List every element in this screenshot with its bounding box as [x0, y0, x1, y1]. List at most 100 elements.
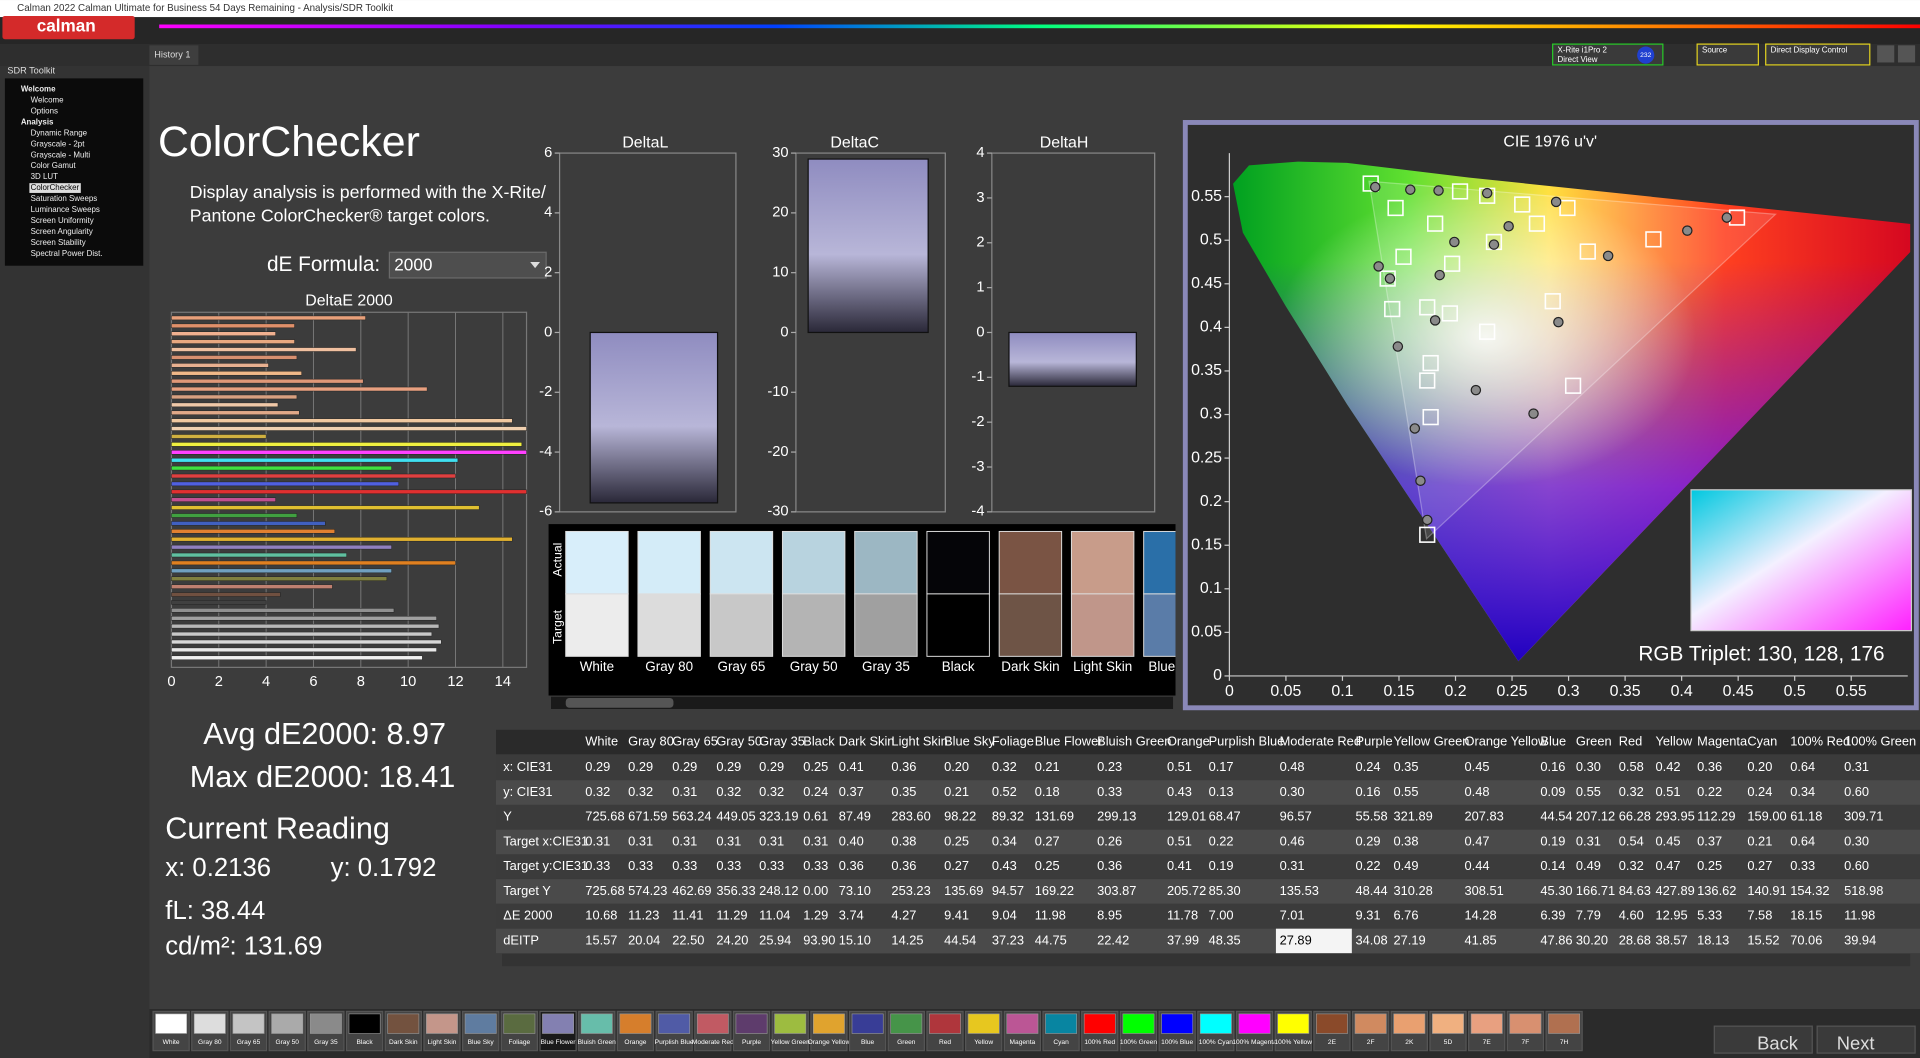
strip-swatch [1006, 1013, 1039, 1034]
table-cell: 11.29 [716, 908, 747, 923]
layout-button[interactable] [1897, 45, 1916, 63]
table-cell: 0.55 [1576, 784, 1601, 799]
table-cell: 0.38 [1393, 833, 1418, 848]
back-button[interactable] [1713, 1025, 1813, 1054]
table-cell: 0.32 [992, 759, 1017, 774]
bar [171, 536, 513, 542]
strip-label: Orange Yellow [808, 1039, 851, 1046]
tree-item[interactable]: Grayscale - 2pt [31, 139, 86, 148]
bar [171, 418, 513, 423]
tree-item[interactable]: Saturation Sweeps [31, 194, 98, 203]
bar [171, 434, 267, 439]
table-cell: 0.51 [1656, 784, 1681, 799]
table-cell: 0.43 [992, 858, 1017, 873]
tree-item[interactable]: Screen Stability [31, 238, 86, 247]
tree-item[interactable]: Spectral Power Dist. [31, 249, 103, 258]
tree-item[interactable]: Luminance Sweeps [31, 205, 100, 214]
table-cell: 7.58 [1747, 908, 1772, 923]
column-header: Red [1619, 733, 1643, 748]
table-scrollbar[interactable] [502, 953, 1911, 967]
window-title: Calman 2022 Calman Ultimate for Business… [17, 3, 393, 14]
formula-label: dE Formula: [267, 253, 380, 276]
next-button[interactable] [1816, 1025, 1916, 1054]
table-cell: 93.90 [803, 932, 835, 947]
table-cell: 0.21 [1747, 833, 1772, 848]
table-cell: 0.36 [1697, 759, 1722, 774]
tree-item[interactable]: Screen Uniformity [31, 216, 94, 225]
x-tick-label: 0.2 [1444, 683, 1466, 700]
table-row [495, 928, 1920, 954]
settings-button[interactable] [1877, 45, 1895, 63]
max-de: Max dE2000: 18.41 [190, 760, 455, 794]
x-tick-label: 0.45 [1723, 683, 1754, 700]
reading-fl: fL: 38.44 [165, 897, 265, 925]
table-cell: 30.20 [1576, 932, 1608, 947]
strip-swatch [542, 1013, 574, 1034]
table-row [495, 879, 1920, 904]
column-header: Blue [1540, 733, 1566, 748]
strip-label: 7F [1522, 1039, 1530, 1046]
strip-label: Light Skin [427, 1039, 456, 1046]
strip-swatch [503, 1013, 536, 1034]
table-cell: 4.60 [1619, 908, 1644, 923]
meter-box[interactable] [1552, 43, 1664, 66]
strip-swatch [1122, 1013, 1155, 1034]
swatch-scrollbar[interactable] [551, 696, 1174, 709]
swatch-label: Black [942, 659, 975, 674]
table-cell: 96.57 [1280, 809, 1312, 824]
table-cell: 37.99 [1167, 932, 1199, 947]
measured-point [1550, 196, 1562, 208]
swatch-label: Gray 80 [645, 659, 693, 674]
source-box[interactable] [1696, 43, 1759, 66]
swatch-label: Gray 65 [717, 659, 765, 674]
column-header: Magenta [1697, 733, 1748, 748]
menu-bar [0, 17, 1920, 45]
actual-swatch [637, 530, 701, 595]
bar [171, 339, 295, 344]
current-reading: Current Reading [165, 811, 390, 845]
y-tick-label: 0.4 [1200, 319, 1222, 336]
table-cell: 3.74 [839, 908, 864, 923]
measured-point [1503, 221, 1514, 232]
table-cell: 0.31 [716, 833, 741, 848]
table-cell: 47.86 [1540, 932, 1572, 947]
y-tick-label: 4 [544, 205, 552, 221]
strip-label: Gray 50 [275, 1039, 299, 1046]
y-tick-label: 30 [772, 145, 788, 161]
tree-item[interactable]: 3D LUT [31, 172, 58, 181]
tree-item[interactable]: ColorChecker [31, 183, 80, 192]
target-swatch [637, 593, 701, 657]
tree-item[interactable]: Dynamic Range [31, 128, 88, 137]
measured-point [1421, 514, 1433, 526]
scroll-thumb[interactable] [565, 697, 674, 708]
reading-x: x: 0.2136 [165, 854, 271, 882]
strip-swatch [774, 1013, 807, 1034]
tree-item[interactable]: Screen Angularity [31, 227, 93, 236]
row-label: ΔE 2000 [503, 908, 552, 923]
formula-dropdown[interactable] [388, 251, 547, 279]
table-cell: 28.68 [1619, 932, 1651, 947]
tree-item[interactable]: Analysis [21, 117, 54, 126]
table-cell: 11.23 [628, 908, 659, 923]
bar [171, 616, 437, 621]
table-cell: 0.33 [1097, 784, 1122, 799]
target-point [1443, 255, 1461, 272]
target-point [1514, 196, 1531, 213]
table-cell: 205.72 [1167, 883, 1206, 898]
display-box[interactable] [1765, 43, 1871, 66]
y-tick-label: -10 [767, 384, 788, 400]
tree-item[interactable]: Color Gamut [31, 161, 77, 170]
tree-item[interactable]: Welcome [31, 95, 65, 104]
history-tab[interactable] [149, 45, 199, 65]
x-tick-label: 0.5 [1784, 683, 1806, 700]
table-cell: 48.44 [1356, 883, 1388, 898]
target-point [1559, 199, 1576, 217]
logo-button[interactable] [2, 15, 135, 40]
tree-item[interactable]: Grayscale - Multi [31, 150, 91, 159]
bar [171, 544, 392, 550]
strip-label: 100% Yellow [1275, 1039, 1313, 1046]
tree-item[interactable]: Options [31, 106, 58, 115]
tree-item[interactable]: Welcome [21, 85, 56, 94]
chart-title: DeltaE 2000 [305, 292, 393, 309]
actual-swatch [565, 530, 629, 595]
